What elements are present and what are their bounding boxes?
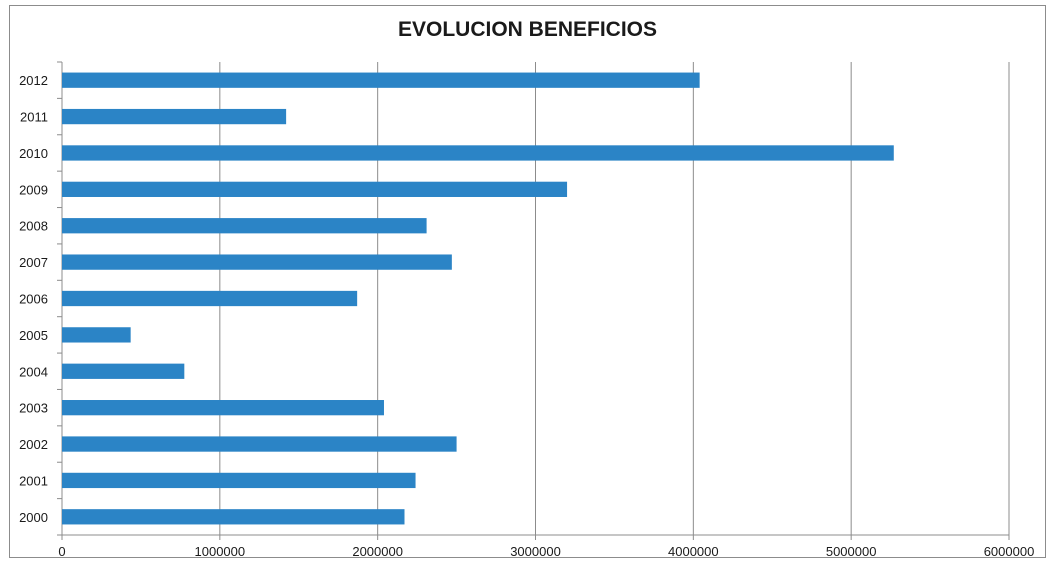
x-tick-label: 2000000: [352, 544, 403, 559]
x-tick-label: 5000000: [826, 544, 877, 559]
bar: [62, 509, 405, 525]
y-tick-label: 2003: [19, 401, 48, 416]
x-tick-label: 3000000: [510, 544, 561, 559]
bar: [62, 400, 384, 416]
bar: [62, 290, 358, 307]
y-tick-label: 2008: [19, 219, 48, 234]
bar: [62, 327, 131, 343]
x-tick-label: 6000000: [984, 544, 1035, 559]
x-tick-label: 1000000: [195, 544, 246, 559]
bar: [62, 254, 452, 270]
bar: [62, 363, 185, 379]
y-tick-label: 2005: [19, 328, 48, 343]
x-tick-label: 0: [58, 544, 65, 559]
y-tick-label: 2004: [19, 364, 48, 379]
chart-area: [9, 5, 1046, 558]
bar: [62, 145, 894, 161]
y-tick-label: 2000: [19, 510, 48, 525]
bar: [62, 472, 416, 489]
y-tick-label: 2002: [19, 437, 48, 452]
y-tick-label: 2007: [19, 255, 48, 270]
bar: [62, 218, 427, 234]
bar: [62, 72, 700, 88]
bar: [62, 436, 457, 452]
bar: [62, 108, 287, 125]
y-tick-label: 2012: [19, 73, 48, 88]
y-tick-label: 2011: [20, 110, 48, 125]
y-tick-label: 2001: [19, 473, 48, 488]
chart-title: EVOLUCION BENEFICIOS: [397, 18, 658, 41]
x-tick-label: 4000000: [668, 544, 719, 559]
y-tick-label: 2006: [19, 292, 48, 307]
bar: [62, 181, 568, 197]
y-tick-label: 2010: [19, 146, 48, 161]
y-tick-label: 2009: [19, 182, 48, 197]
